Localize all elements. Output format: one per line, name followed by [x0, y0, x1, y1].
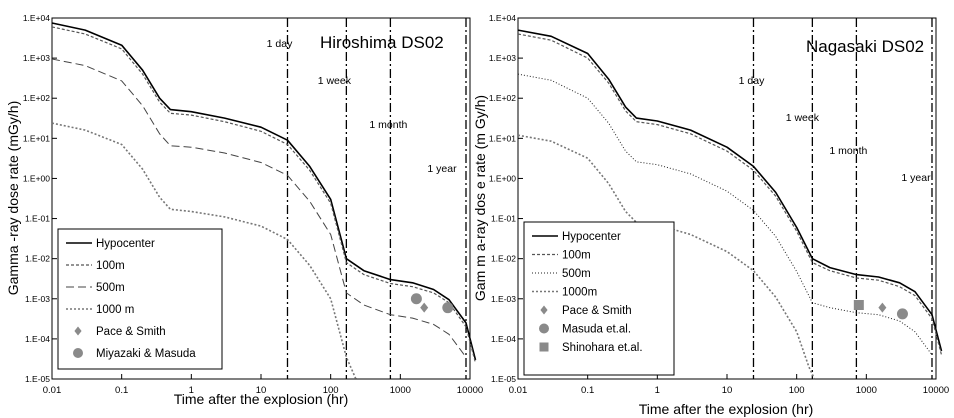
series-line [517, 29, 943, 352]
y-tick-label: 1.E+04 [23, 13, 50, 23]
time-marker-label: 1 year [901, 172, 931, 184]
x-tick-label: 0.1 [581, 385, 594, 396]
y-axis-label: Gamma -ray dose rate (mGy/h) [5, 101, 21, 296]
hiroshima-chart: Hiroshima DS02 Time after the explosion … [5, 13, 483, 407]
y-tick-label: 1.E+03 [489, 53, 516, 63]
y-tick-label: 1.E-02 [491, 254, 516, 264]
scatter-point [539, 342, 549, 352]
legend-label: Hypocenter [562, 231, 621, 243]
legend-label: 500m [562, 268, 591, 280]
legend-label: 100m [96, 260, 125, 272]
time-marker-label: 1 day [267, 38, 293, 50]
y-tick-label: 1.E-04 [491, 334, 516, 344]
legend-label: Pace & Smith [96, 326, 166, 338]
series-line [51, 26, 477, 364]
legend-box [523, 221, 675, 376]
scatter-point [896, 308, 908, 320]
x-tick-label: 1 [655, 385, 660, 396]
y-tick-label: 1.E-05 [491, 374, 516, 384]
series-line [51, 122, 357, 380]
legend-label: Hypocenter [96, 238, 155, 250]
series-line [517, 33, 943, 356]
y-tick-label: 1.E+03 [23, 53, 50, 63]
scatter-point [74, 326, 82, 336]
x-tick-label: 1 [189, 385, 194, 396]
x-axis-label: Time after the explosion (hr) [174, 391, 349, 407]
y-tick-label: 1.E+01 [489, 133, 516, 143]
legend-label: 100m [562, 250, 591, 262]
legend-label: 500m [96, 282, 125, 294]
y-tick-label: 1.E-02 [25, 254, 50, 264]
series-line [51, 58, 467, 358]
time-marker-label: 1 month [369, 119, 407, 131]
x-tick-label: 0.01 [509, 385, 528, 396]
y-tick-label: 1.E+02 [489, 93, 516, 103]
legend-label: Pace & Smith [562, 305, 632, 317]
x-tick-label: 0.01 [43, 385, 62, 396]
chart-title: Hiroshima DS02 [320, 33, 444, 52]
x-tick-label: 10 [256, 385, 267, 396]
x-tick-label: 1000 [390, 385, 411, 396]
y-tick-label: 1.E+04 [489, 13, 516, 23]
y-tick-label: 1.E+00 [23, 173, 50, 183]
y-tick-label: 1.E-01 [491, 214, 516, 224]
scatter-point [410, 293, 422, 305]
time-marker-label: 1 day [739, 75, 765, 87]
y-tick-label: 1.E-01 [25, 214, 50, 224]
time-marker-label: 1 month [829, 145, 867, 157]
y-tick-label: 1.E+01 [23, 133, 50, 143]
series-line [51, 22, 477, 361]
x-tick-label: 10000 [923, 385, 949, 396]
legend-label: Shinohara et.al. [562, 342, 643, 354]
x-tick-label: 10 [722, 385, 733, 396]
scatter-point [442, 302, 454, 314]
x-tick-label: 100 [323, 385, 339, 396]
legend-box [57, 228, 223, 370]
x-tick-label: 100 [789, 385, 805, 396]
y-tick-label: 1.E-04 [25, 334, 50, 344]
x-tick-label: 1000 [856, 385, 877, 396]
scatter-point [853, 299, 864, 310]
time-marker-label: 1 week [786, 112, 820, 124]
y-tick-label: 1.E+00 [489, 173, 516, 183]
y-tick-label: 1.E-03 [25, 294, 50, 304]
chart-title: Nagasaki DS02 [806, 37, 924, 56]
y-tick-label: 1.E-03 [491, 294, 516, 304]
scatter-point [878, 302, 887, 313]
legend-label: 1000m [562, 287, 597, 299]
time-marker-label: 1 week [318, 75, 352, 87]
y-axis-label: Gam m a-ray dos e rate (m Gy/h) [472, 95, 488, 301]
x-tick-label: 0.1 [115, 385, 128, 396]
x-tick-label: 10000 [457, 385, 483, 396]
legend-label: Masuda et.al. [562, 324, 631, 336]
scatter-point [540, 305, 548, 315]
legend-label: 1000 m [96, 304, 134, 316]
x-axis-label: Time after the explosion (hr) [639, 401, 814, 417]
scatter-point [73, 348, 83, 358]
y-tick-label: 1.E+02 [23, 93, 50, 103]
scatter-point [420, 302, 429, 313]
scatter-point [539, 323, 549, 334]
y-tick-label: 1.E-05 [25, 374, 50, 384]
nagasaki-chart: Nagasaki DS02 Time after the explosion (… [472, 13, 949, 417]
legend-label: Miyazaki & Masuda [96, 348, 196, 360]
time-marker-label: 1 year [427, 163, 457, 175]
